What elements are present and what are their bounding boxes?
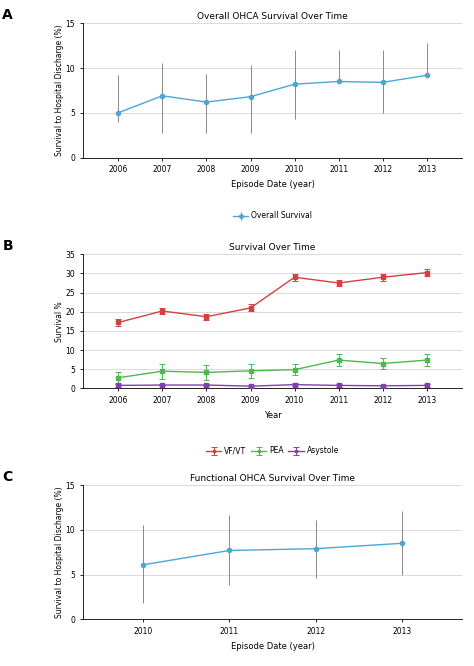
Y-axis label: Survival %: Survival % (55, 301, 64, 342)
Title: Overall OHCA Survival Over Time: Overall OHCA Survival Over Time (197, 12, 348, 21)
Legend: Overall Survival: Overall Survival (230, 208, 315, 224)
Y-axis label: Survival to Hospital Discharge (%): Survival to Hospital Discharge (%) (55, 486, 64, 618)
Legend: VF/VT, PEA, Asystole: VF/VT, PEA, Asystole (203, 444, 342, 458)
Title: Survival Over Time: Survival Over Time (229, 243, 316, 252)
X-axis label: Episode Date (year): Episode Date (year) (231, 180, 314, 188)
X-axis label: Episode Date (year): Episode Date (year) (231, 641, 314, 651)
Text: B: B (2, 239, 13, 253)
Text: A: A (2, 8, 13, 22)
Title: Functional OHCA Survival Over Time: Functional OHCA Survival Over Time (190, 474, 355, 483)
Text: C: C (2, 470, 13, 484)
Y-axis label: Survival to Hospital Discharge (%): Survival to Hospital Discharge (%) (55, 25, 64, 157)
X-axis label: Year: Year (264, 411, 282, 420)
